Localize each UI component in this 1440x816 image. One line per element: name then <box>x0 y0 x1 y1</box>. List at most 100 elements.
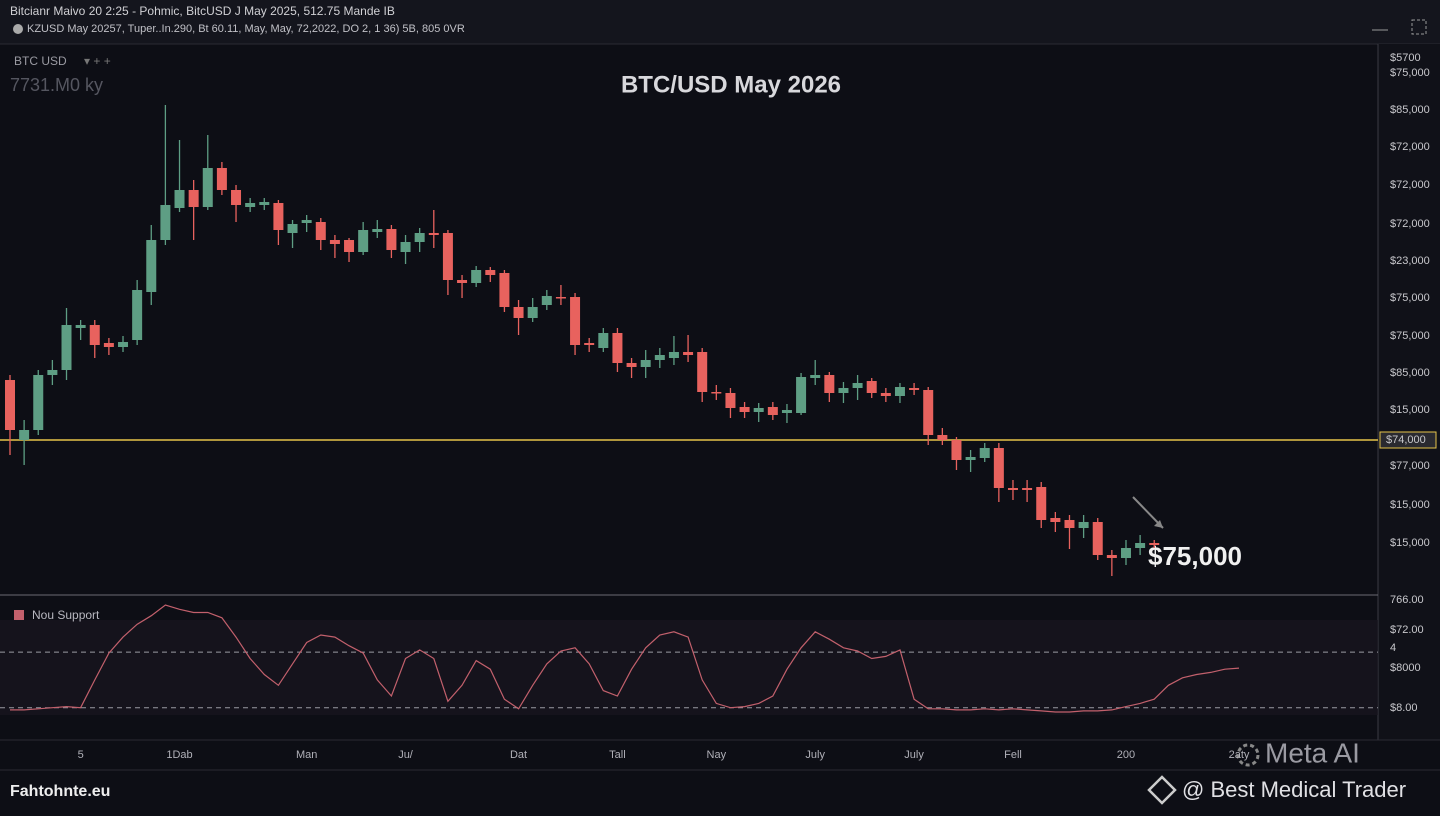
candle-body <box>739 407 750 412</box>
candle-body <box>852 383 863 388</box>
candle-body <box>527 307 538 318</box>
candle-body <box>457 280 468 283</box>
candle-body <box>273 203 284 230</box>
header-line: Bitcianr Maivo 20 2:25 - Pohmic, BitcUSD… <box>10 4 395 18</box>
price-label: $85,000 <box>1390 104 1430 116</box>
candle-body <box>753 408 764 412</box>
candle-body <box>697 352 708 392</box>
candle-body <box>894 387 905 396</box>
candle-body <box>951 440 962 460</box>
candle-body <box>1092 522 1103 555</box>
footer-handle: @ Best Medical Trader <box>1182 777 1406 802</box>
watermark: Meta AI <box>1265 737 1360 768</box>
x-tick-label: 5 <box>78 749 84 761</box>
candle-body <box>612 333 623 363</box>
candle-body <box>541 296 552 305</box>
candle-body <box>216 168 227 190</box>
candle-body <box>202 168 213 207</box>
candle-body <box>781 410 792 413</box>
candle-body <box>428 233 439 235</box>
candle-body <box>1149 543 1160 545</box>
candle-body <box>33 375 44 430</box>
price-label: $15,000 <box>1390 499 1430 511</box>
indicator-line <box>10 604 1240 713</box>
annotation: $75,000 <box>1148 541 1242 571</box>
candle-body <box>640 360 651 367</box>
candle-body <box>824 375 835 393</box>
candle-body <box>1022 488 1033 490</box>
footer-site: Fahtohnte.eu <box>10 783 110 800</box>
x-tick-label: Nay <box>707 749 727 761</box>
candle-body <box>146 240 157 292</box>
price-label: $85,000 <box>1390 367 1430 379</box>
candle-body <box>188 190 199 207</box>
candle-body <box>442 233 453 280</box>
candle-body <box>61 325 72 370</box>
candle-body <box>118 342 129 347</box>
indicator-band <box>0 620 1378 715</box>
indicator-scale-label: $72.00 <box>1390 624 1424 636</box>
candle-body <box>1078 522 1089 528</box>
candle-body <box>160 205 171 240</box>
candle-body <box>372 229 383 232</box>
candle-body <box>344 240 355 252</box>
indicator-scale-label: $8.00 <box>1390 702 1418 714</box>
candle-body <box>499 273 510 307</box>
candle-body <box>5 380 15 430</box>
candle-body <box>471 270 482 283</box>
indicator-scale-label: 4 <box>1390 642 1396 654</box>
candle-body <box>1106 555 1117 558</box>
x-tick-label: Dat <box>510 749 527 761</box>
candle-body <box>75 325 86 328</box>
candle-body <box>725 393 736 408</box>
candle-body <box>1036 487 1047 520</box>
candle-body <box>683 352 694 355</box>
x-tick-label: 2aty <box>1229 749 1250 761</box>
handle-icon <box>1147 775 1177 805</box>
candle-body <box>47 370 58 375</box>
candle-body <box>1120 548 1131 558</box>
candle-body <box>626 363 637 367</box>
candle-body <box>654 355 665 360</box>
support-label-bg <box>1379 431 1437 449</box>
indicator-icon <box>14 610 24 620</box>
candle-body <box>485 270 496 275</box>
indicator-name: Nou Support <box>32 608 100 622</box>
grid-icon[interactable] <box>1411 19 1427 35</box>
candle-body <box>937 435 948 440</box>
x-tick-label: 1Dab <box>166 749 192 761</box>
price-label: $15,000 <box>1390 404 1430 416</box>
x-tick-label: Ju/ <box>398 749 414 761</box>
price-label: $72,000 <box>1390 141 1430 153</box>
candle-body <box>513 307 524 318</box>
arrow-head <box>1154 520 1163 528</box>
candle-body <box>315 222 326 240</box>
price-label: $15,000 <box>1390 537 1430 549</box>
candle-body <box>993 448 1004 488</box>
support-label: $74,000 <box>1386 434 1426 446</box>
symbol-name: BTC USD <box>14 54 67 68</box>
chart-title: BTC/USD May 2026 <box>621 71 841 98</box>
candle-body <box>1007 488 1018 490</box>
candle-body <box>89 325 100 345</box>
price-label: $72,000 <box>1390 179 1430 191</box>
x-tick-label: Man <box>296 749 317 761</box>
candle-body <box>767 407 778 415</box>
candle-body <box>386 229 397 250</box>
header-icon <box>13 24 23 34</box>
top-bar <box>0 0 1440 44</box>
indicator-scale-label: 766.00 <box>1390 594 1424 606</box>
candle-body <box>965 457 976 460</box>
candle-body <box>231 190 242 205</box>
candle-body <box>598 333 609 348</box>
candle-body <box>880 393 891 396</box>
x-tick-label: 200 <box>1117 749 1135 761</box>
symbol-controls[interactable]: ▾ + + <box>84 54 111 68</box>
price-label: $75,000 <box>1390 67 1430 79</box>
candle-body <box>103 343 114 347</box>
candle-body <box>838 388 849 393</box>
candle-body <box>259 202 270 205</box>
candle-body <box>584 343 595 345</box>
